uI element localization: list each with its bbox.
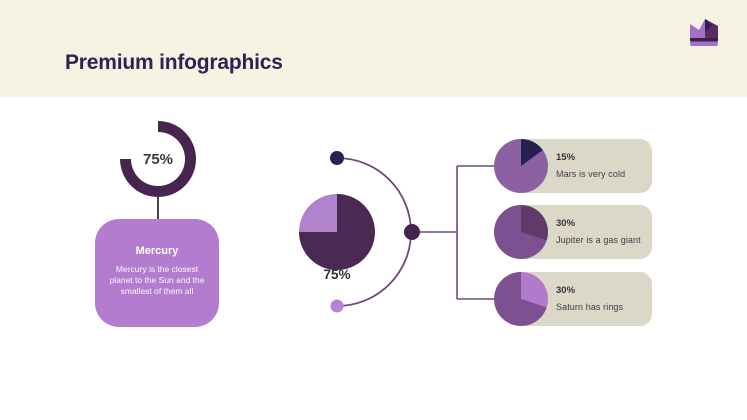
page-title: Premium infographics bbox=[65, 51, 283, 74]
mercury-donut-chart: 75% bbox=[120, 121, 196, 197]
saturn-pie-chart bbox=[494, 272, 548, 326]
orbit-dot-top bbox=[330, 151, 344, 165]
mercury-card: Mercury Mercury is the closest planet to… bbox=[95, 219, 219, 327]
donut-card-connector bbox=[157, 197, 159, 219]
mars-pie-chart bbox=[494, 139, 548, 193]
jupiter-pie-chart bbox=[494, 205, 548, 259]
satellite-percent: 30% bbox=[556, 285, 576, 296]
crown-icon bbox=[690, 19, 718, 46]
satellite-percent: 15% bbox=[556, 152, 576, 163]
card-description: Mercury is the closest planet to the Sun… bbox=[109, 264, 205, 296]
main-pie-chart bbox=[299, 194, 375, 270]
satellite-text: Saturn has rings bbox=[556, 302, 624, 312]
header-band bbox=[0, 0, 747, 97]
orbit-dot-middle bbox=[404, 224, 420, 240]
satellite-text: Mars is very cold bbox=[556, 169, 626, 179]
donut-percent-label: 75% bbox=[131, 132, 185, 186]
card-title: Mercury bbox=[135, 245, 179, 257]
orbit-dot-bottom bbox=[330, 299, 344, 313]
satellite-percent: 30% bbox=[556, 218, 576, 229]
satellite-text: Jupiter is a gas giant bbox=[556, 235, 641, 245]
main-pie-percent-label: 75% bbox=[323, 267, 351, 282]
